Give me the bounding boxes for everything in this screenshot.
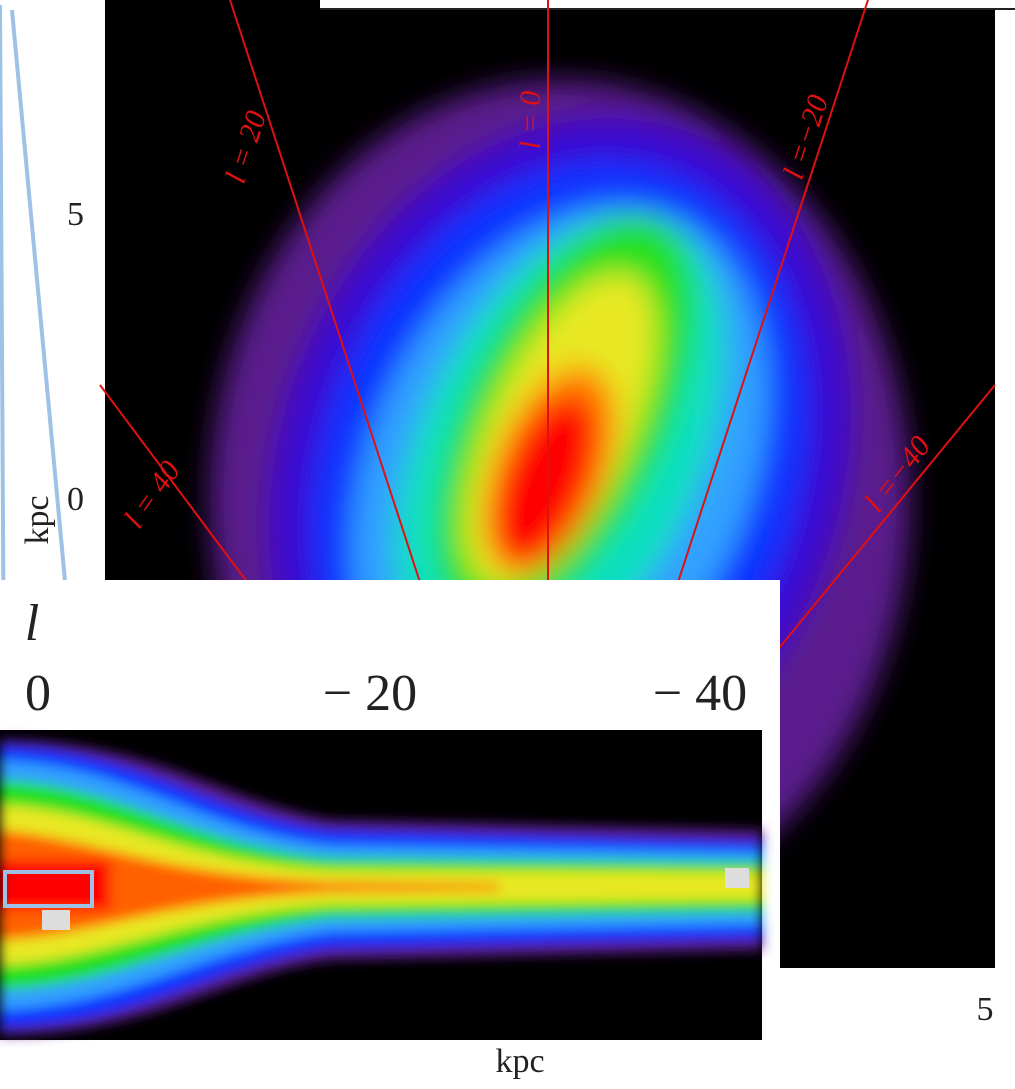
- sightline-label: l = 0: [514, 91, 547, 150]
- y-axis-label: kpc: [19, 495, 56, 544]
- tick-label: − 20: [323, 665, 417, 722]
- tick-label: 0: [25, 665, 51, 722]
- y-tick-label: 0: [67, 481, 84, 518]
- marker: [725, 868, 749, 888]
- y-tick-label: 5: [67, 196, 84, 233]
- x-tick-label: 5: [977, 991, 994, 1028]
- x-axis-label: kpc: [495, 1043, 544, 1080]
- callout-box: [3, 870, 94, 908]
- axis-label: l: [25, 595, 39, 652]
- bottom-panel: l 0 − 20 − 40 kpc: [0, 580, 780, 1080]
- density-map: [0, 740, 762, 1035]
- marker: [42, 910, 70, 930]
- frame-gap: [320, 0, 1015, 8]
- tick-label: − 40: [653, 665, 747, 722]
